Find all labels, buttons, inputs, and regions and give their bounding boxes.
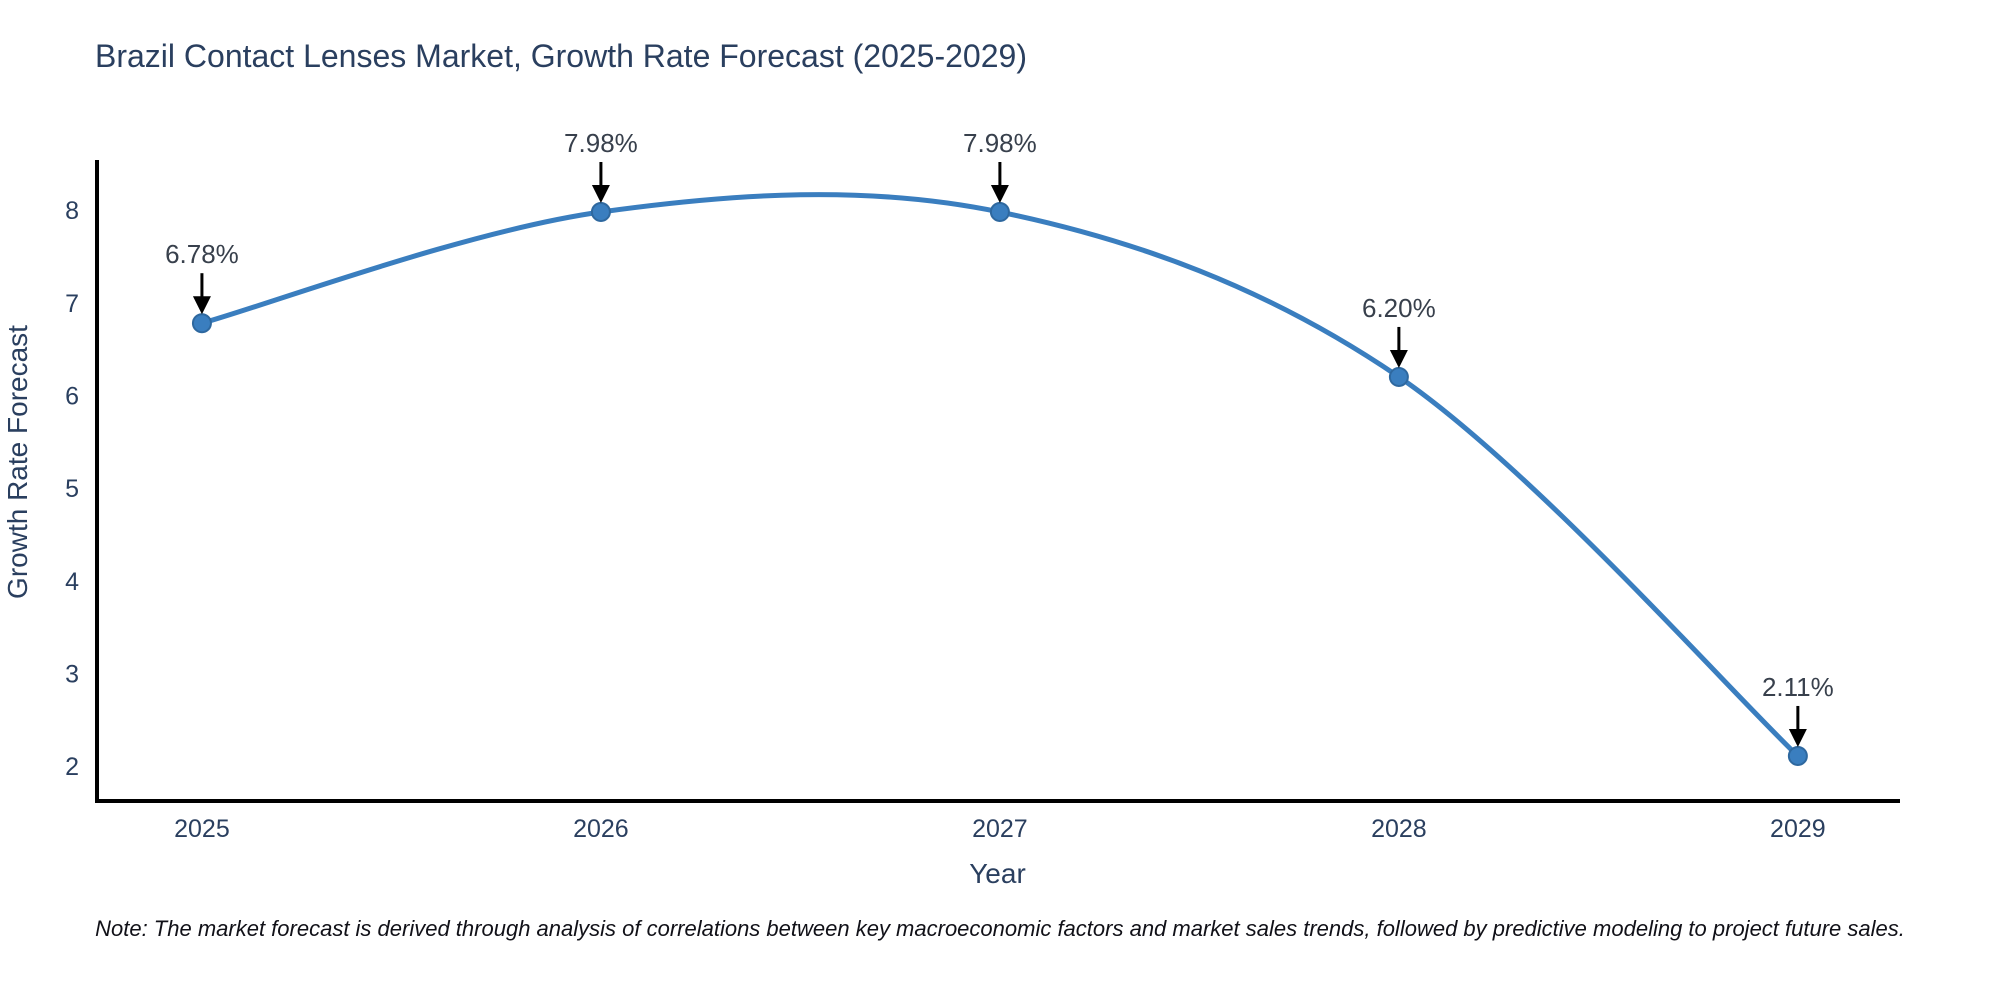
annotation-arrow-head [990, 184, 1009, 203]
forecast-line [199, 192, 1801, 759]
annotation-arrow-head [1389, 349, 1408, 368]
x-tick-label: 2028 [1371, 815, 1427, 843]
chart-title: Brazil Contact Lenses Market, Growth Rat… [95, 38, 1027, 74]
x-axis-title: Year [969, 858, 1026, 889]
data-point-marker [191, 313, 212, 334]
data-point-label: 2.11% [1762, 672, 1834, 702]
y-tick-label: 8 [65, 197, 79, 225]
annotation-arrow-head [192, 296, 211, 315]
data-point-marker [1388, 366, 1409, 387]
x-tick-label: 2027 [972, 815, 1028, 843]
x-tick-label: 2025 [174, 815, 230, 843]
y-tick-label: 5 [65, 475, 79, 503]
y-tick-label: 4 [65, 568, 79, 596]
y-tick-label: 7 [65, 290, 79, 318]
data-point-marker [590, 201, 611, 222]
data-point-label: 6.20% [1362, 293, 1436, 323]
annotation-arrow-head [1788, 728, 1807, 747]
footnote: Note: The market forecast is derived thr… [95, 916, 1905, 941]
data-point-label: 6.78% [165, 239, 239, 269]
data-point-marker [1787, 745, 1808, 766]
data-point-label: 7.98% [963, 128, 1037, 158]
data-point-label: 7.98% [564, 128, 638, 158]
data-point-marker [989, 201, 1010, 222]
y-tick-label: 3 [65, 660, 79, 688]
x-tick-label: 2026 [573, 815, 629, 843]
y-tick-label: 2 [65, 753, 79, 781]
y-tick-label: 6 [65, 382, 79, 410]
annotation-arrow-head [591, 184, 610, 203]
x-tick-label: 2029 [1770, 815, 1826, 843]
